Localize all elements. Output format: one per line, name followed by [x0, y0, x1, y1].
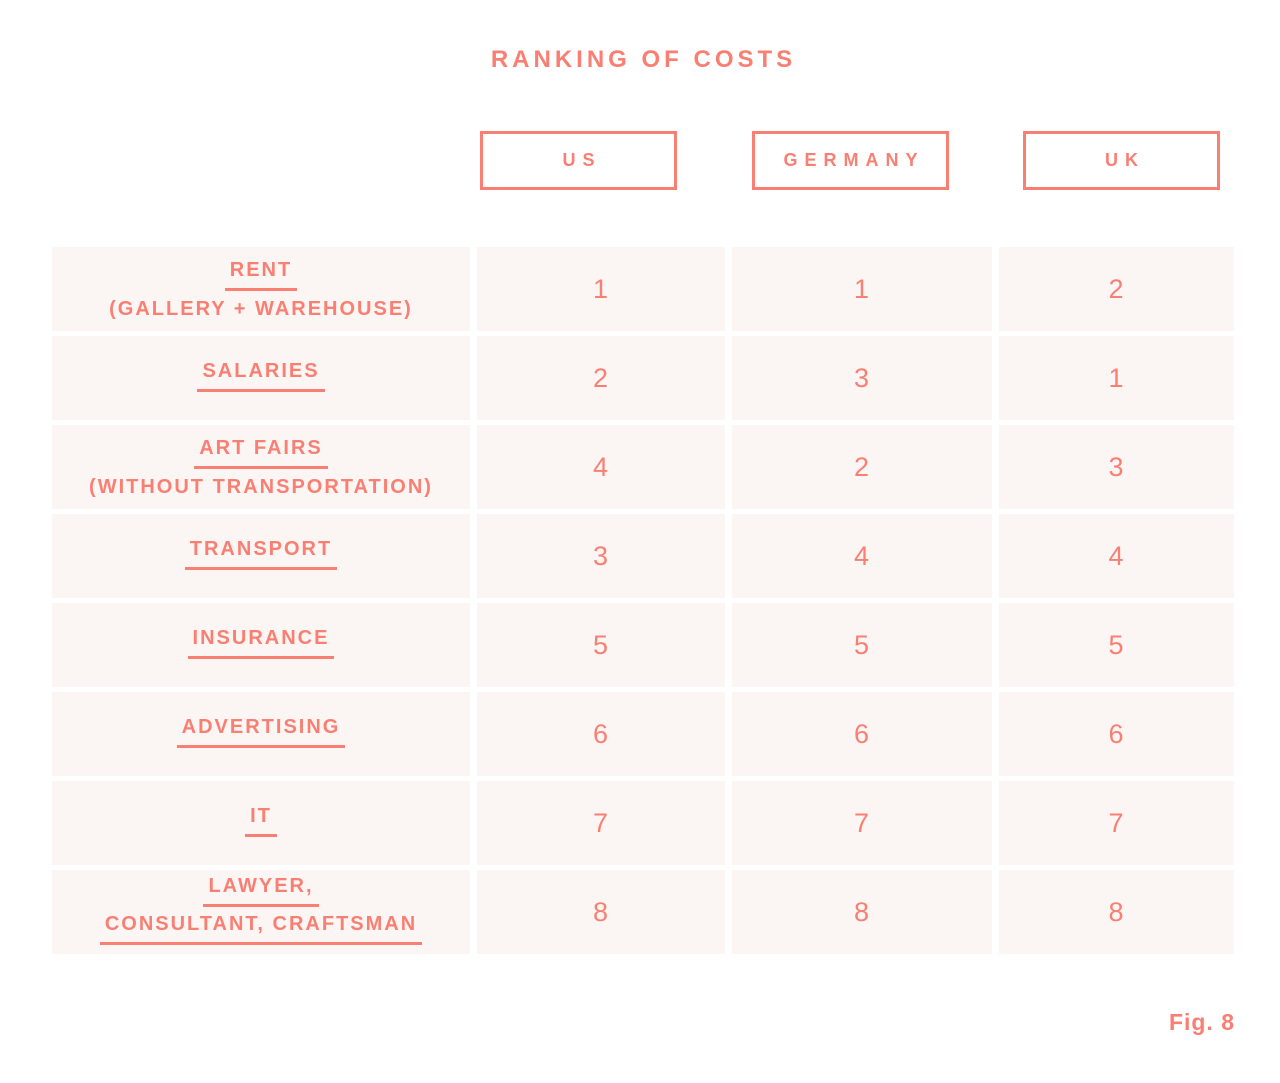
- rank-cell-rent-gallery-warehouse-germany: 1: [732, 247, 992, 331]
- row-label-line: SALARIES: [197, 359, 325, 392]
- rank-cell-it-germany: 7: [732, 781, 992, 865]
- rank-cell-salaries-us: 2: [477, 336, 725, 420]
- figure-number: Fig. 8: [1168, 1009, 1235, 1035]
- column-header-us: US: [480, 131, 688, 203]
- rank-cell-art-fairs-without-transportation-germany: 2: [732, 425, 992, 509]
- rank-cell-rent-gallery-warehouse-uk: 2: [999, 247, 1234, 331]
- rank-cell-advertising-uk: 6: [999, 692, 1234, 776]
- row-label-rent-gallery-warehouse: RENT (GALLERY + WAREHOUSE): [52, 247, 470, 331]
- rank-cell-lawyer-consultant-craftsman-uk: 8: [999, 870, 1234, 954]
- row-label-line: ADVERTISING: [176, 715, 346, 748]
- row-label-line: TRANSPORT: [184, 537, 338, 570]
- row-label-insurance: INSURANCE: [52, 603, 470, 687]
- row-label-art-fairs-without-transportation: ART FAIRS (WITHOUT TRANSPORTATION): [52, 425, 470, 509]
- row-label-line: IT: [245, 804, 277, 837]
- row-label-transport: TRANSPORT: [52, 514, 470, 598]
- rank-cell-transport-us: 3: [477, 514, 725, 598]
- rank-cell-advertising-us: 6: [477, 692, 725, 776]
- rank-cell-it-us: 7: [477, 781, 725, 865]
- row-label-line: CONSULTANT, CRAFTSMAN: [99, 912, 423, 945]
- row-label-line: LAWYER,: [203, 874, 319, 907]
- rank-cell-insurance-uk: 5: [999, 603, 1234, 687]
- row-label-salaries: SALARIES: [52, 336, 470, 420]
- figure-title: RANKING OF COSTS: [490, 46, 797, 73]
- row-label-line: RENT: [224, 258, 298, 291]
- row-label-line: (WITHOUT TRANSPORTATION): [89, 475, 433, 498]
- column-header-uk: UK: [1023, 131, 1231, 203]
- rank-cell-transport-germany: 4: [732, 514, 992, 598]
- row-label-it: IT: [52, 781, 470, 865]
- column-header-uk-label: UK: [1105, 150, 1145, 170]
- rank-cell-art-fairs-without-transportation-us: 4: [477, 425, 725, 509]
- row-label-advertising: ADVERTISING: [52, 692, 470, 776]
- rank-cell-advertising-germany: 6: [732, 692, 992, 776]
- rank-cell-salaries-germany: 3: [732, 336, 992, 420]
- rank-cell-rent-gallery-warehouse-us: 1: [477, 247, 725, 331]
- rank-cell-insurance-us: 5: [477, 603, 725, 687]
- rank-cell-lawyer-consultant-craftsman-us: 8: [477, 870, 725, 954]
- row-label-line: ART FAIRS: [194, 436, 328, 469]
- rank-cell-insurance-germany: 5: [732, 603, 992, 687]
- column-header-germany: GERMANY: [752, 131, 960, 203]
- column-header-us-label: US: [562, 150, 602, 170]
- rank-cell-it-uk: 7: [999, 781, 1234, 865]
- rank-cell-salaries-uk: 1: [999, 336, 1234, 420]
- ranking-table: RENT (GALLERY + WAREHOUSE) 1 1 2 SALARIES 2 3 1 A…: [52, 247, 1234, 954]
- column-header-germany-label: GERMANY: [783, 150, 925, 170]
- rank-cell-lawyer-consultant-craftsman-germany: 8: [732, 870, 992, 954]
- rank-cell-transport-uk: 4: [999, 514, 1234, 598]
- rank-cell-art-fairs-without-transportation-uk: 3: [999, 425, 1234, 509]
- row-label-line: (GALLERY + WAREHOUSE): [109, 297, 413, 320]
- row-label-lawyer-consultant-craftsman: LAWYER, CONSULTANT, CRAFTSMAN: [52, 870, 470, 954]
- row-label-line: INSURANCE: [187, 626, 335, 659]
